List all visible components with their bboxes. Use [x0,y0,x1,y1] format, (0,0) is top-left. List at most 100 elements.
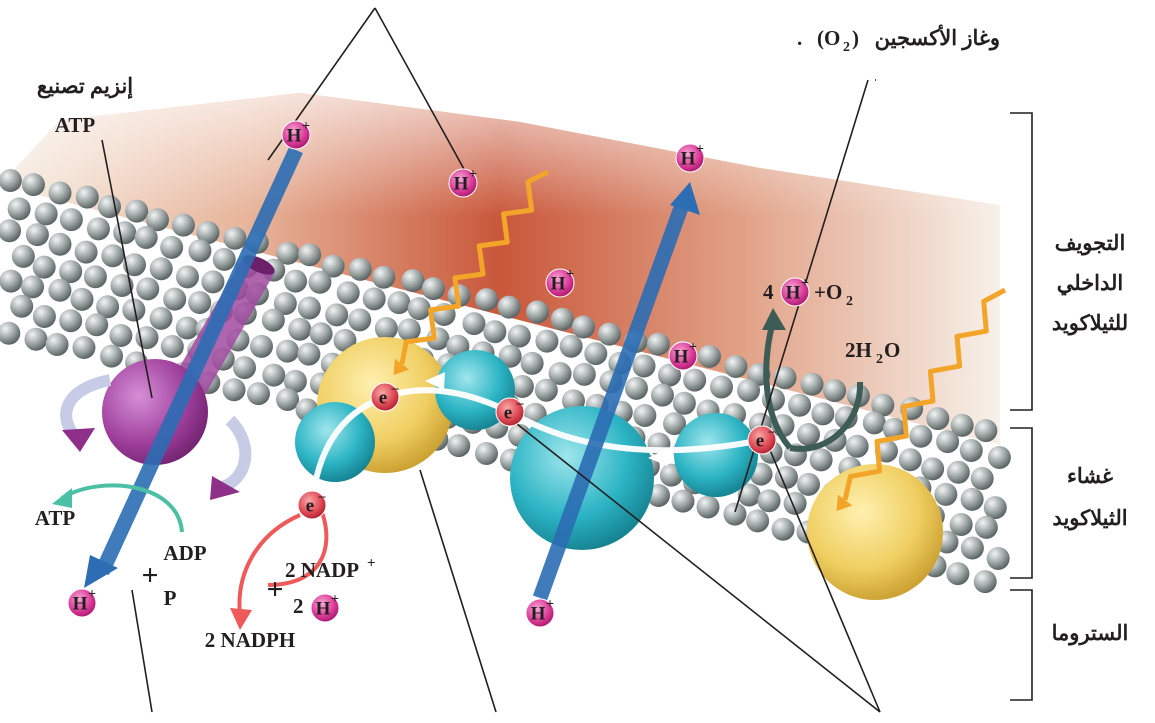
lipid [176,265,199,288]
lipid [926,407,949,430]
lipid [560,335,583,358]
adp-label: ADP [163,541,206,565]
lipid [188,239,211,262]
lipid [572,315,595,338]
lipid [401,269,424,292]
charge: + [302,119,310,134]
region-label: التجويف [1055,231,1126,256]
lipid [72,336,95,359]
charge: – [391,381,400,396]
lipid [724,355,747,378]
lipid [934,483,957,506]
lipid [223,227,246,250]
oxygen-label: وغاز الأكسجين [875,24,1000,51]
lipid [946,562,969,585]
proton-symbol: H [551,273,566,294]
oxygen-term: +O [814,280,842,304]
lipid [337,281,360,304]
lipid [135,226,158,249]
lipid [758,489,781,512]
lipid [372,266,395,289]
h-coefficient: 4 [763,280,774,304]
nadph-label: 2 NADPH [205,628,295,652]
lipid [988,446,1011,469]
lipid [535,330,558,353]
lipid [797,473,820,496]
lipid [35,202,58,225]
lipid [961,537,984,560]
lipid [651,384,674,407]
lipid [150,307,173,330]
lipid [325,303,348,326]
charge: + [546,597,554,612]
lipid [984,496,1007,519]
proton-symbol: H [674,346,689,367]
lipid [188,291,211,314]
lipid [521,352,544,375]
lipid [298,243,321,266]
lipid [375,317,398,340]
lipid [422,277,445,300]
charge: – [516,396,525,411]
lipid [551,308,574,331]
lipid [633,354,656,377]
lipid [971,467,994,490]
proton-symbol: H [287,125,302,146]
lipid [671,490,694,513]
electron-symbol: e [756,430,764,451]
plus-sign: + [266,573,283,606]
h-coefficient: 2 [293,594,304,618]
lipid [201,270,224,293]
lipid [498,296,521,319]
proton-symbol: H [73,593,88,614]
electron-symbol: e [379,387,387,408]
charge: + [331,592,339,607]
lipid [633,404,656,427]
lipid [33,305,56,328]
lipid [262,364,285,387]
lipid [71,288,94,311]
lipid [863,411,886,434]
lipid [310,322,333,345]
protein-complex [674,413,758,497]
lipid [223,378,246,401]
enzyme-label: ATP [55,113,96,137]
lipid [737,379,760,402]
lipid [909,425,932,448]
lipid [584,342,607,365]
subscript: 2 [876,352,883,367]
lipid [0,322,20,345]
lipid [136,277,159,300]
lipid [163,288,186,311]
proton-symbol: H [316,598,331,619]
lipid [213,248,236,271]
lipid [475,442,498,465]
lipid [483,320,506,343]
water-term: O [884,338,900,362]
lipid [974,419,997,442]
nadp-label: 2 NADP [285,558,359,582]
electron-symbol: e [306,495,314,516]
lipid [22,173,45,196]
water-term: 2H [845,338,872,362]
lipid [125,200,148,223]
lipid [899,448,922,471]
lipid [810,448,833,471]
lipid [598,323,621,346]
lipid [247,382,270,405]
proton-symbol: H [681,148,696,169]
lipid [348,308,371,331]
lipid [233,356,256,379]
lipid [59,309,82,332]
photosystem-i [807,464,943,600]
lipid [84,265,107,288]
lipid [508,325,531,348]
rotation-arrowhead [62,428,95,452]
lipid [573,363,596,386]
lipid [723,503,746,526]
lipid [363,287,386,310]
lipid [349,258,372,281]
lipid [75,241,98,264]
subscript: 2 [846,294,853,309]
oxygen-formula: (O [817,26,840,50]
